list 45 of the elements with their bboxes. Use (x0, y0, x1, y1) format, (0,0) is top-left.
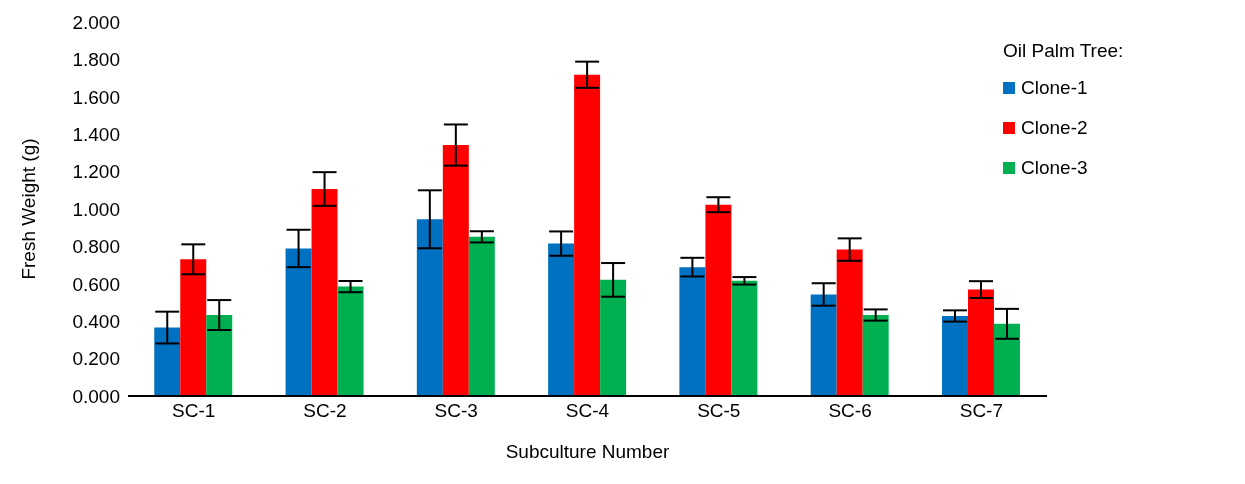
bar (574, 74, 601, 396)
y-tick-label: 1.200 (72, 161, 120, 183)
bar (600, 279, 627, 396)
bar (311, 188, 338, 396)
y-tick-label: 1.800 (72, 49, 120, 71)
bar (836, 249, 863, 396)
y-tick-label: 0.200 (72, 348, 120, 370)
y-tick-label: 1.000 (72, 198, 120, 220)
bar (416, 219, 443, 396)
bar (285, 248, 312, 396)
bar (993, 323, 1020, 396)
bar (468, 236, 495, 396)
x-tick-label: SC-7 (959, 400, 1004, 422)
legend-label: Clone-3 (1021, 157, 1088, 179)
x-axis-title: Subculture Number (505, 441, 671, 462)
bar (967, 289, 994, 396)
legend-label: Clone-1 (1021, 77, 1088, 99)
x-tick-label: SC-2 (303, 400, 347, 422)
legend-label: Clone-2 (1021, 117, 1088, 139)
bar (337, 286, 364, 396)
bar (548, 243, 575, 396)
bar (705, 204, 732, 396)
x-tick-label: SC-1 (171, 400, 216, 422)
bar (679, 267, 706, 396)
y-tick-label: 0.000 (72, 385, 120, 407)
legend-title: Oil Palm Tree: (1003, 40, 1125, 62)
y-tick-label: 0.800 (72, 236, 120, 258)
x-tick-label: SC-5 (697, 400, 741, 422)
bar (862, 315, 889, 396)
bar (154, 327, 181, 396)
y-tick-label: 1.600 (72, 86, 120, 108)
bar (941, 315, 968, 396)
bar (180, 259, 207, 396)
x-tick-label: SC-4 (565, 400, 610, 422)
bar (810, 294, 837, 396)
x-tick-label: SC-3 (434, 400, 478, 422)
y-tick-label: 0.400 (72, 310, 120, 332)
y-tick-label: 0.600 (72, 273, 120, 295)
bar (731, 280, 758, 396)
bar (206, 315, 233, 396)
y-axis-title: Fresh Weight (g) (17, 138, 39, 280)
bar (442, 145, 469, 396)
y-tick-label: 2.000 (72, 11, 120, 33)
x-tick-label: SC-6 (828, 400, 872, 422)
y-tick-label: 1.400 (72, 123, 120, 145)
